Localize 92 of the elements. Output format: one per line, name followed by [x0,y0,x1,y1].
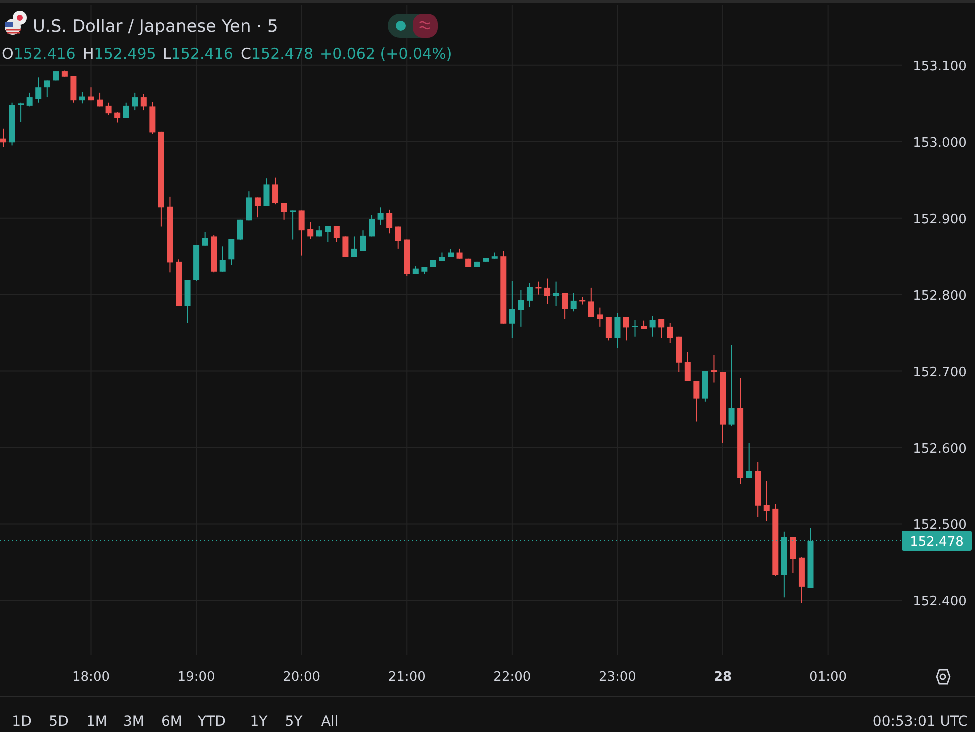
text: 1D [12,714,32,730]
candlestick [588,287,594,318]
candlestick [281,202,288,220]
x-tick-label: 18:00 [72,670,110,685]
candlestick [246,191,252,222]
candlestick [658,318,665,339]
candlestick [228,238,235,266]
candlestick [342,236,349,258]
y-tick-label: 153.000 [913,136,967,151]
candlestick [711,354,718,384]
candlestick [308,222,314,240]
candlestick [667,322,674,344]
candlestick [106,102,112,116]
candlestick [334,226,340,243]
text: 1Y [250,714,268,730]
candlestick [114,112,121,124]
annotation: O152.416 [2,45,76,63]
candlestick [202,232,208,246]
y-tick-label: 152.400 [913,594,967,610]
text: 6M [162,714,182,730]
candlestick [18,102,24,122]
candlestick [237,219,244,242]
candlestick [614,312,621,349]
ref-line-label: 152.478 [910,535,964,550]
candlestick [570,292,577,312]
candlestick [650,316,656,338]
y-tick-label: 152.800 [913,288,967,304]
candlestick [544,278,551,304]
candlestick [632,320,638,338]
y-tick-label: 152.700 [913,365,967,380]
y-tick-label: 152.500 [913,518,967,534]
candlestick [623,316,630,342]
candlestick [264,178,270,207]
candlestick [298,210,305,256]
annotation: H152.495 [83,45,156,63]
annotation: +0.062 (+0.04%) [320,45,452,63]
candlestick [254,197,261,218]
x-tick-label: 20:00 [283,670,321,685]
text: 1M [86,714,108,730]
candlestick [272,177,279,206]
x-tick-label: 28 [714,670,732,685]
candlestick [44,80,50,98]
candlestick [764,480,770,522]
x-tick-label: 19:00 [178,670,216,685]
candlestick [369,214,376,238]
candlestick [132,92,138,112]
candlestick [88,87,94,102]
text: All [321,714,339,730]
candlestick [606,316,612,342]
candlestick [79,92,86,104]
candlestick [728,344,735,427]
candlestick [386,209,393,234]
candlestick [694,380,700,422]
candlestick [456,248,463,260]
candlestick [26,92,33,108]
candlestick [220,246,226,272]
candlestick [97,92,104,108]
candlestick [378,207,384,226]
text: YTD [197,714,226,730]
candlestick [140,94,147,112]
candlestick [509,280,516,339]
candlestick [360,230,366,252]
candlestick [0,128,7,148]
x-tick-label: 21:00 [388,670,426,685]
text: 00:53:01 UTC [872,714,968,730]
candlestick [526,282,533,308]
candlestick [597,307,604,328]
candlestick [290,210,296,240]
text: 5Y [285,714,304,730]
candlestick [790,536,796,574]
candlestick [325,226,332,243]
candlestick [351,236,358,258]
candlestick [395,226,402,250]
candlestick [562,292,568,320]
candlestick [36,77,42,104]
candlestick [536,281,542,296]
x-tick-label: 01:00 [810,670,848,685]
y-tick-label: 153.100 [913,59,967,74]
y-tick-label: 152.900 [913,212,967,228]
text: 3M [124,714,144,730]
text: U.S. Dollar / Japanese Yen · 5 [33,17,278,37]
candlestick [553,281,560,307]
x-tick-label: 22:00 [494,670,532,685]
candlestick [684,352,691,382]
x-tick-label: 23:00 [598,670,636,685]
y-tick-label: 152.600 [913,442,967,457]
annotation: L152.416 [163,45,234,63]
annotation: C152.478 [241,45,314,63]
candlestick [123,102,130,119]
candlestick [746,442,752,479]
candlestick [518,290,524,328]
text: 5D [49,714,69,730]
